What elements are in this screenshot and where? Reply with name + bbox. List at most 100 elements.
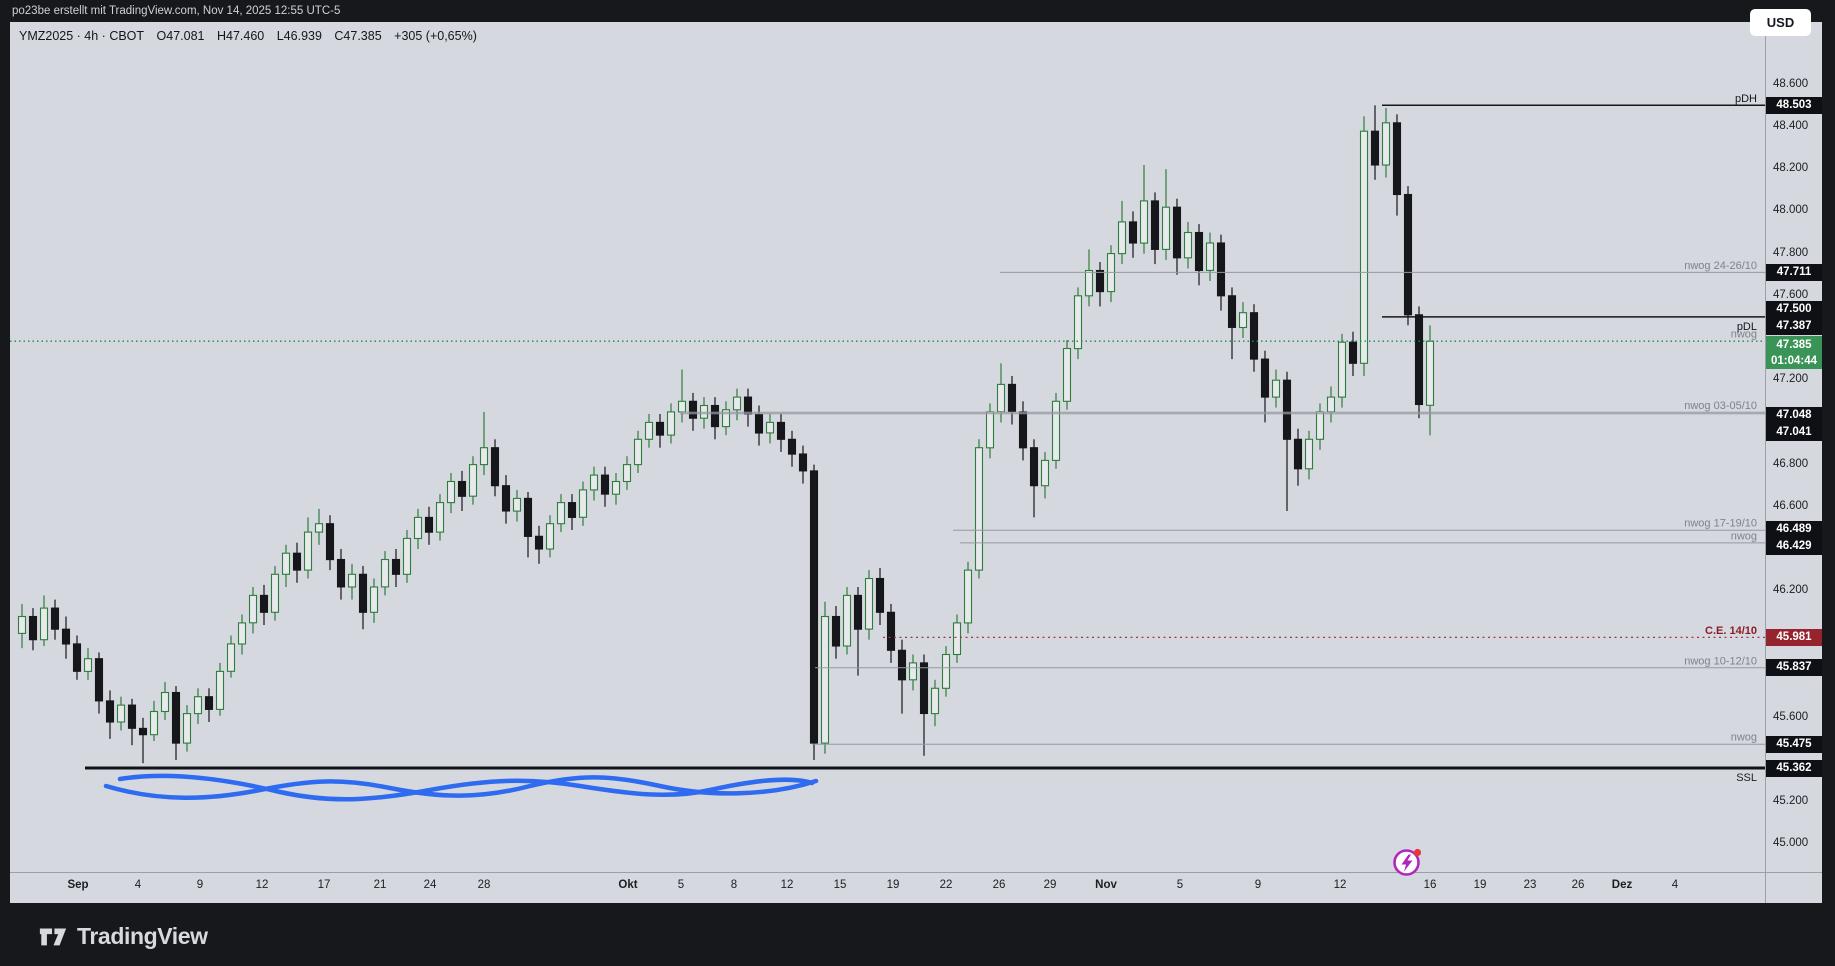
price-tick: 46.600 [1773,499,1809,512]
time-tick: 22 [939,879,953,891]
price-badge-nwog-45475: 45.475 [1766,735,1822,753]
price-badge-ssl: 45.362 [1766,759,1822,777]
time-tick: Okt [618,879,638,891]
freehand-drawing [103,775,819,801]
time-axis[interactable]: Sep 4 9 12 17 21 24 28 Okt 5 8 12 15 19 22 26 29 Nov 5 9 12 1… [10,872,1822,903]
candle-body [820,615,830,744]
time-tick: 9 [196,879,204,891]
time-tick: 12 [255,879,269,891]
candle-body [1150,200,1160,250]
time-tick: 9 [1254,879,1262,891]
candle-body [1139,200,1149,244]
candle-body [655,421,665,436]
price-tick: 48.600 [1773,77,1809,90]
price-badge-nwog-24-26-10: 47.711 [1766,263,1822,281]
candle-body [149,710,159,736]
price-axis[interactable]: 48.600 48.400 48.200 48.000 47.800 47.600 47.2… [1766,22,1822,871]
price-tick: 48.000 [1773,204,1809,217]
candle-body [61,628,71,645]
candle-body [127,704,137,729]
candle-body [875,577,885,613]
candle-body [94,658,104,702]
candle-body [391,558,401,575]
time-tick: 21 [373,879,387,891]
candle-body [204,696,214,710]
attribution-text: po23be erstellt mit TradingView.com, Nov… [12,5,341,17]
candle-body [677,400,687,413]
candle-body [17,615,27,634]
candle-body [72,643,82,672]
time-tick: Sep [67,879,89,891]
time-tick: Nov [1095,879,1117,891]
symbol-ohlc-header: YMZ2025 · 4h · CBOT O47.081 H47.460 L46.… [19,29,486,43]
time-tick: 12 [780,879,794,891]
candle-body [479,447,489,466]
level-label-pDH: pDH [1735,93,1757,105]
time-tick: 15 [833,879,847,891]
candle-body [523,497,533,537]
level-label-ce-14-10: C.E. 14/10 [1705,625,1757,637]
candle-body [281,552,291,575]
candle-body [1392,122,1402,196]
candle-body [897,649,907,681]
candle-body [930,687,940,715]
price-badge-nwog-03-05-10b: 47.041 [1766,423,1822,441]
tradingview-logo[interactable]: TradingView [38,921,208,951]
price-badge-ce-14-10: 45.981 [1766,628,1822,646]
candle-body [1293,438,1303,470]
candle-body [259,594,269,613]
candle-body [732,396,742,411]
candle-body [1315,411,1325,440]
level-label-nwog-45475: nwog [1731,732,1757,744]
candle-body [798,453,808,472]
footer-bar: TradingView [0,903,1835,966]
candlestick-plot-area[interactable]: pDH nwog 24-26/10 pDL nwog nwog 03-05/10 nwog… [10,22,1765,871]
price-badge-nwog-10-12-10: 45.837 [1766,659,1822,677]
candle-body [325,523,335,561]
candle-body [886,611,896,651]
currency-toggle-button[interactable]: USD [1750,9,1811,36]
candle-body [380,558,390,588]
candle-body [336,558,346,588]
candle-body [831,615,841,647]
symbol-title[interactable]: YMZ2025 · 4h · CBOT [19,29,145,43]
candle-body [754,413,764,434]
candle-body [270,573,280,613]
ohlc-change: +305 (+0,65%) [394,29,477,43]
candle-body [39,607,49,641]
time-tick: 5 [677,879,685,891]
level-label-nwog-03-05-10: nwog 03-05/10 [1684,400,1757,412]
candle-body [369,586,379,613]
time-tick: 16 [1423,879,1437,891]
candle-body [105,700,115,723]
time-tick: 19 [1473,879,1487,891]
candle-body [1304,438,1314,470]
candle-body [996,383,1006,413]
candle-body [160,691,170,713]
candle-body [633,438,643,466]
time-tick: 17 [317,879,331,891]
candle-body [457,480,467,497]
candle-body [215,670,225,710]
price-tick: 46.800 [1773,457,1809,470]
candle-body [490,447,500,487]
time-tick: 26 [1571,879,1585,891]
candle-body [1216,242,1226,297]
candle-body [1029,447,1039,487]
price-axis-divider [1765,22,1766,903]
ohlc-high: H47.460 [216,29,265,43]
level-label-ssl: SSL [1736,772,1757,784]
price-tick: 47.600 [1773,288,1809,301]
bar-countdown: 01:04:44 [1770,355,1818,367]
candle-body [853,594,863,630]
price-tick: 48.200 [1773,162,1809,175]
candle-body [1337,341,1347,398]
candle-body [644,421,654,440]
candle-body [985,411,995,449]
time-tick: 4 [1671,879,1679,891]
economic-event-icon[interactable] [1392,846,1424,878]
candle-body [1238,312,1248,329]
time-tick: 19 [886,879,900,891]
candle-body [1051,400,1061,461]
candle-body [1073,295,1083,350]
